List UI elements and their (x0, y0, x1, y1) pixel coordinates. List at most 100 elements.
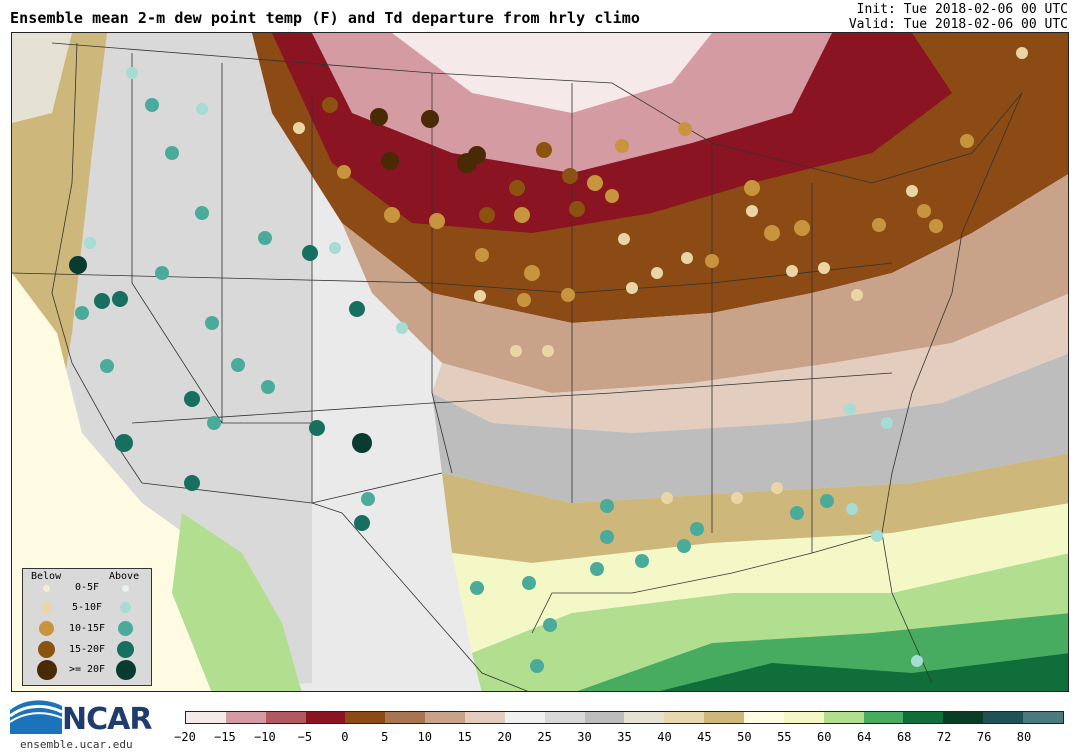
dot (517, 293, 531, 307)
border-w2 (221, 63, 313, 503)
dot (522, 576, 536, 590)
legend-below-dot (39, 621, 54, 636)
dot (917, 204, 931, 218)
dot (231, 358, 245, 372)
dot (514, 207, 530, 223)
northwest-tan (12, 33, 72, 123)
colorbar-tick-label: 10 (417, 730, 432, 744)
colorbar-swatch (584, 712, 625, 723)
dot (155, 266, 169, 280)
dot (322, 97, 338, 113)
dot (429, 213, 445, 229)
colorbar-swatch (305, 712, 346, 723)
border-w1 (131, 53, 223, 424)
dot (349, 301, 365, 317)
dot (396, 322, 408, 334)
colorbar-swatch (425, 712, 466, 723)
valid-time: Valid: Tue 2018-02-06 00 UTC (848, 17, 1068, 32)
dot (764, 225, 780, 241)
colorbar-tick-label: 50 (737, 730, 752, 744)
colorbar-tick-label: 64 (856, 730, 872, 744)
dot (618, 233, 630, 245)
mid-lighttan (432, 293, 1068, 433)
dot (475, 248, 489, 262)
dot (69, 256, 87, 274)
dot (524, 265, 540, 281)
dot (470, 581, 484, 595)
legend-below-dot (38, 641, 55, 658)
dew-point-colorbar (185, 711, 1064, 724)
colorbar-swatch (983, 712, 1024, 723)
west-coast (51, 42, 143, 484)
legend-above-label: Above (109, 571, 140, 582)
colorbar-swatch (783, 712, 824, 723)
legend-row-label: >= 20F (68, 664, 106, 675)
colorbar-swatch (664, 712, 705, 723)
colorbar-swatch (465, 712, 505, 723)
dot (744, 180, 760, 196)
dot (906, 185, 918, 197)
dot (794, 220, 810, 236)
init-time: Init: Tue 2018-02-06 00 UTC (856, 2, 1068, 17)
dot (126, 67, 138, 79)
colorbar-tick-label: 80 (1016, 730, 1032, 744)
dot (115, 434, 133, 452)
dot (605, 189, 619, 203)
dot (207, 416, 221, 430)
dot (1016, 47, 1028, 59)
dot (100, 359, 114, 373)
dot (678, 122, 692, 136)
colorbar-tick-label: 40 (657, 730, 672, 744)
dot (820, 494, 834, 508)
map-title: Ensemble mean 2-m dew point temp (F) and… (10, 9, 641, 27)
dot (258, 231, 272, 245)
dot (205, 316, 219, 330)
dot (911, 655, 923, 667)
dot (746, 205, 758, 217)
legend-above-dot (117, 641, 134, 658)
colorbar-tick-label: −10 (254, 730, 276, 744)
colorbar-tick-label: 0 (341, 730, 349, 744)
dot (510, 345, 522, 357)
dot (705, 254, 719, 268)
legend-below-label: Below (31, 571, 62, 582)
colorbar-tick-label: 25 (537, 730, 552, 744)
colorbar-tick-label: 72 (936, 730, 952, 744)
dot (677, 539, 691, 553)
colorbar-tick-label: 5 (381, 730, 389, 744)
legend-above-dot (122, 585, 129, 592)
colorbar-swatch (544, 712, 585, 723)
dot (846, 503, 858, 515)
dot (354, 515, 370, 531)
colorbar-swatch (823, 712, 864, 723)
dot (468, 146, 486, 164)
dot (165, 146, 179, 160)
colorbar-tick-label: 45 (697, 730, 712, 744)
dot (786, 265, 798, 277)
station-dots (69, 47, 1028, 673)
dot (384, 207, 400, 223)
colorbar-swatch (345, 712, 386, 723)
dot (661, 492, 673, 504)
colorbar-tick-label: 15 (457, 730, 472, 744)
colorbar-tick-label: 55 (777, 730, 792, 744)
dot (569, 201, 585, 217)
colorbar-tick-label: 60 (817, 730, 832, 744)
colorbar-swatch (903, 712, 944, 723)
dot (615, 139, 629, 153)
dot (94, 293, 110, 309)
legend-below-dot (37, 660, 57, 680)
colorbar-swatch (624, 712, 665, 723)
dot (530, 659, 544, 673)
legend-above-dot (120, 602, 131, 613)
dot (771, 482, 783, 494)
dot (361, 492, 375, 506)
dot (145, 98, 159, 112)
colorbar-tick-label: 35 (617, 730, 632, 744)
dot (844, 403, 856, 415)
colorbar-swatch (265, 712, 306, 723)
gulf-darkgreen (660, 653, 1068, 691)
dot (329, 242, 341, 254)
east-coast (881, 92, 1023, 684)
dot (84, 237, 96, 249)
